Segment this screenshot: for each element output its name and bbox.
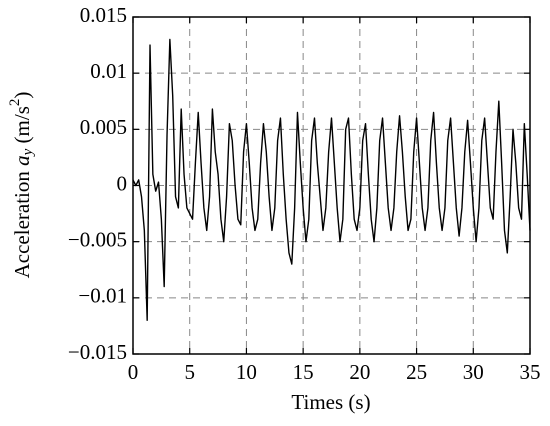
y-axis-label: Acceleration ay (m/s2)	[7, 92, 36, 279]
x-tick-label: 0	[128, 360, 139, 384]
y-label-part: (m/s	[10, 106, 34, 149]
y-tick-label: 0.01	[90, 59, 127, 83]
y-label-part: a	[10, 155, 34, 166]
y-label-part: Acceleration	[10, 166, 34, 279]
x-tick-label: 15	[293, 360, 314, 384]
y-tick-label: −0.015	[68, 340, 127, 364]
y-label-part: )	[10, 92, 34, 99]
x-tick-label: 10	[236, 360, 257, 384]
y-label-part: y	[20, 148, 36, 157]
y-tick-label: 0	[117, 171, 128, 195]
x-tick-label: 5	[184, 360, 195, 384]
y-label-part: 2	[7, 99, 23, 107]
y-tick-label: 0.005	[80, 115, 127, 139]
y-tick-label: 0.015	[80, 3, 127, 27]
plot-frame	[132, 16, 531, 355]
x-tick-label: 35	[520, 360, 541, 384]
x-tick-label: 25	[406, 360, 427, 384]
data-line	[132, 38, 531, 321]
x-tick-label: 30	[463, 360, 484, 384]
x-tick-label: 20	[349, 360, 370, 384]
y-tick-label: −0.01	[78, 284, 127, 308]
x-axis-label: Times (s)	[291, 390, 370, 414]
y-tick-label: −0.005	[68, 227, 127, 251]
